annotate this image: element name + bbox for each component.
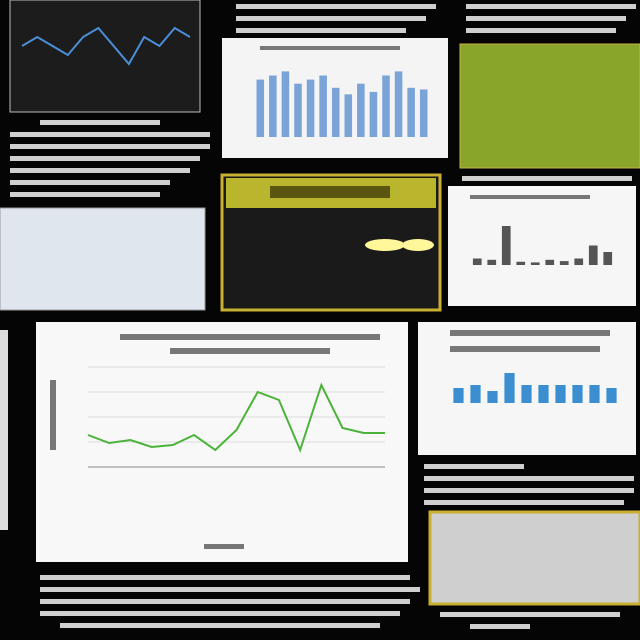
bar bbox=[344, 94, 353, 137]
bar bbox=[294, 83, 302, 137]
bar bbox=[516, 261, 526, 265]
bar bbox=[501, 226, 511, 265]
bar-panel-2 bbox=[448, 186, 636, 306]
bar bbox=[504, 373, 515, 403]
line bbox=[21, 26, 191, 66]
bar bbox=[306, 79, 315, 137]
bar bbox=[472, 258, 482, 265]
bar bbox=[559, 261, 569, 265]
bar bbox=[606, 388, 617, 403]
bar bbox=[357, 83, 365, 137]
glow bbox=[365, 239, 405, 251]
edge-panel bbox=[0, 330, 8, 530]
bar bbox=[256, 79, 265, 137]
text-blocks bbox=[10, 4, 636, 629]
bar bbox=[470, 385, 481, 403]
glow bbox=[402, 239, 434, 251]
bar bbox=[538, 385, 549, 403]
bar bbox=[407, 87, 415, 137]
screenshot-panel bbox=[0, 207, 206, 311]
bar bbox=[588, 245, 598, 265]
bar bbox=[530, 262, 540, 265]
bar bbox=[319, 75, 327, 137]
bar bbox=[603, 252, 613, 265]
bar bbox=[281, 71, 290, 137]
bar bbox=[545, 259, 555, 265]
bar bbox=[419, 89, 428, 137]
bar bbox=[555, 385, 566, 403]
bar bbox=[394, 71, 403, 137]
bar bbox=[331, 87, 340, 137]
photo-panel bbox=[428, 510, 640, 606]
bar bbox=[453, 388, 464, 403]
dark-panel bbox=[9, 0, 201, 113]
bar bbox=[269, 75, 277, 137]
grid bbox=[88, 366, 385, 468]
marks bbox=[21, 26, 617, 453]
bar bbox=[487, 259, 497, 265]
bar bbox=[521, 385, 532, 403]
line bbox=[87, 382, 385, 453]
bar bbox=[382, 75, 390, 137]
bar bbox=[369, 91, 378, 137]
bar bbox=[487, 391, 498, 403]
bar bbox=[589, 385, 600, 403]
panel-text bbox=[50, 46, 610, 549]
bar bbox=[574, 258, 584, 265]
green-panel bbox=[459, 43, 640, 169]
bar bbox=[572, 385, 583, 403]
